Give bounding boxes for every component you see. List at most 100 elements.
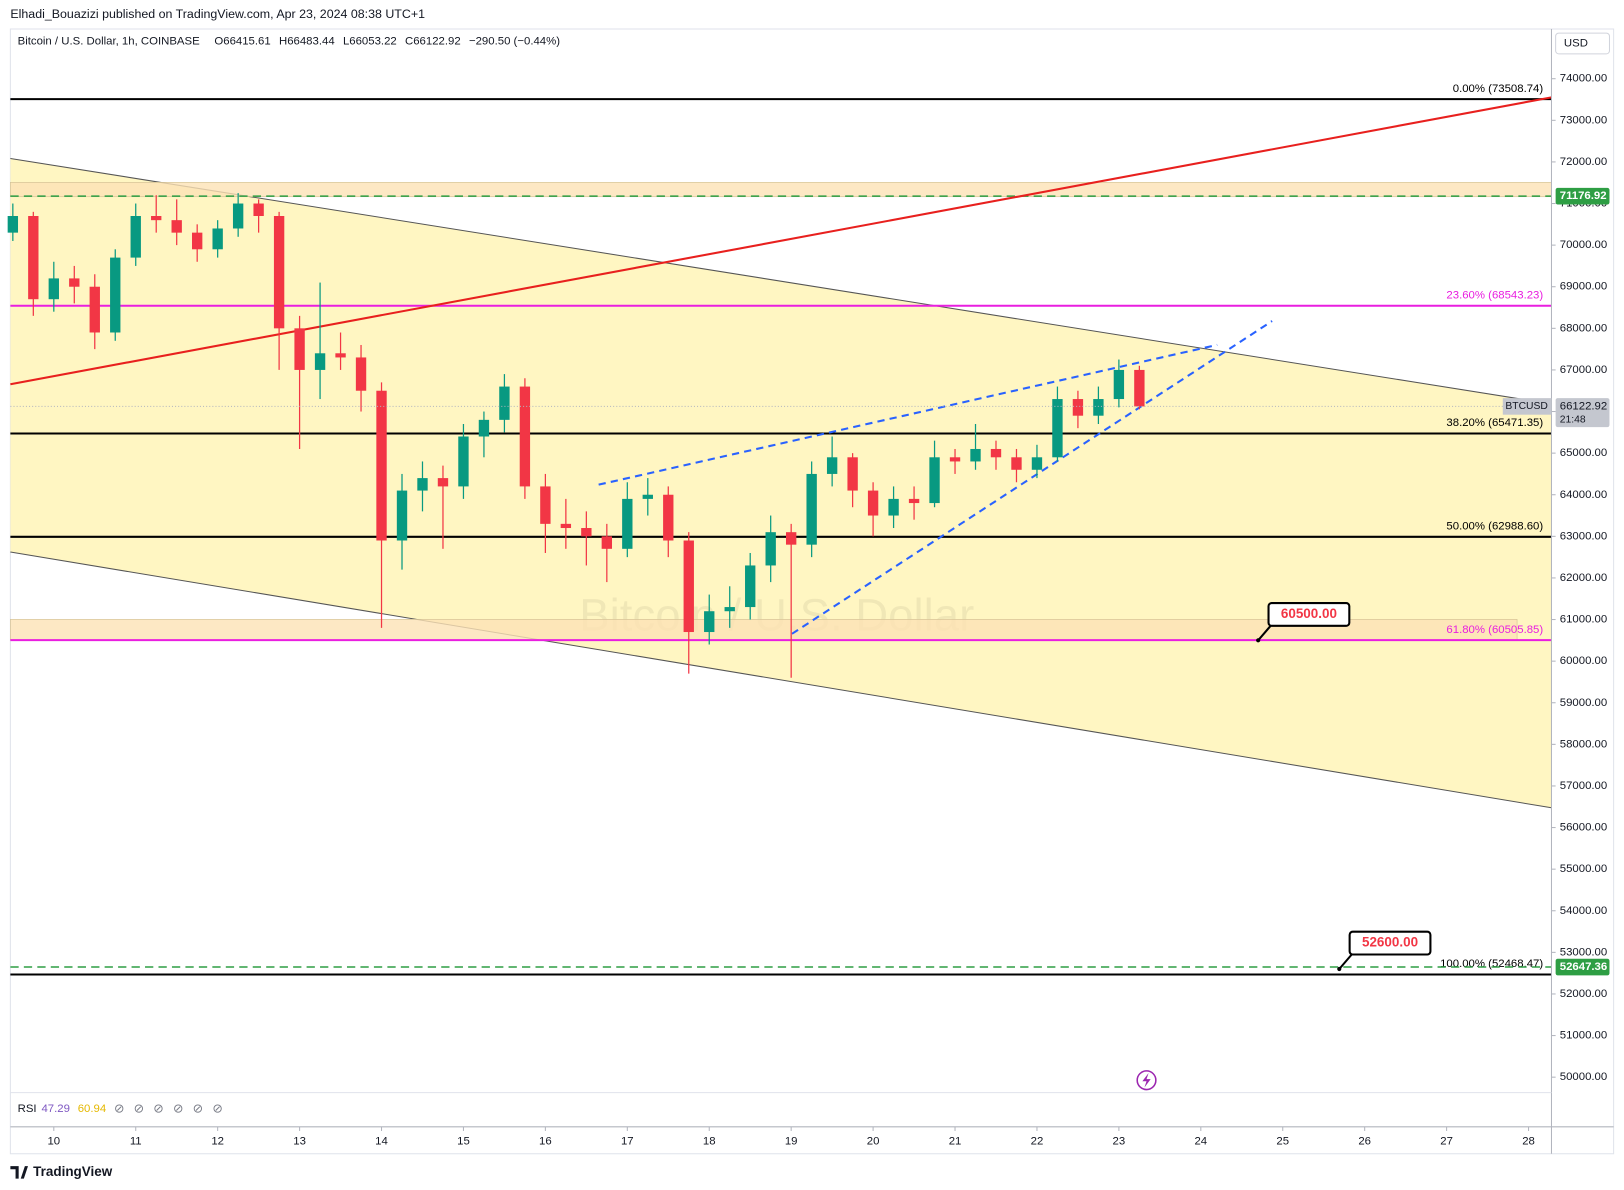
x-tick-label: 25 [1276, 1135, 1289, 1147]
zone [10, 182, 1552, 198]
legend-value: L66053.22 [343, 35, 397, 47]
candle-body [970, 448, 981, 462]
callout-label: 52600.00 [1362, 935, 1418, 950]
rsi-name: RSI [18, 1103, 37, 1115]
candle-body [642, 494, 653, 499]
price-badge [1555, 958, 1610, 976]
svg-text:⊘: ⊘ [134, 1101, 144, 1115]
callout-anchor [1337, 966, 1342, 972]
candle-body [724, 607, 735, 612]
fib-label: 50.00% (62988.60) [1446, 520, 1543, 532]
svg-text:⊘: ⊘ [173, 1101, 183, 1115]
rsi-icons: ⊘ ⊘ ⊘ ⊘ ⊘ ⊘ [114, 1101, 223, 1115]
candle-body [355, 357, 367, 391]
candle-body [704, 611, 715, 633]
candle-body [1031, 457, 1043, 470]
fib-label: 100.00% (52468.47) [1440, 958, 1543, 970]
candle-body [847, 457, 858, 491]
x-tick-label: 12 [211, 1135, 224, 1147]
x-tick-label: 18 [703, 1135, 716, 1147]
x-tick-label: 27 [1440, 1135, 1453, 1147]
legend-title: Bitcoin / U.S. Dollar, 1h, COINBASE [18, 35, 200, 47]
candle-body [1052, 399, 1063, 458]
y-tick-label: 62000.00 [1560, 572, 1607, 584]
x-tick-label: 14 [375, 1135, 388, 1147]
currency-box[interactable] [1555, 32, 1610, 55]
candle-body [581, 528, 592, 537]
legend-value: C66122.92 [405, 35, 461, 47]
candle-body [867, 490, 879, 516]
last-price-badge [1555, 398, 1610, 428]
x-tick-label: 19 [785, 1135, 798, 1147]
candle-body [1011, 457, 1022, 470]
y-tick-label: 54000.00 [1560, 905, 1607, 917]
legend-value: −290.50 (−0.44%) [469, 35, 560, 47]
candle-body [171, 220, 182, 233]
legend-value: O66415.61 [214, 35, 270, 47]
trend-line [10, 96, 1552, 386]
fib-label: 38.20% (65471.35) [1446, 417, 1543, 429]
x-tick-label: 28 [1522, 1135, 1535, 1147]
x-tick-label: 13 [293, 1135, 306, 1147]
channel-fill [10, 158, 1552, 808]
candle-body [683, 540, 694, 633]
frame [9, 28, 1615, 1155]
candle-body [335, 353, 346, 358]
y-tick-label: 51000.00 [1560, 1030, 1607, 1042]
y-tick-label: 57000.00 [1560, 780, 1607, 792]
candle-body [232, 203, 244, 229]
candle-body [7, 216, 19, 233]
candle-body [1093, 399, 1104, 416]
rsi-value: 47.29 [41, 1103, 69, 1115]
y-tick-label: 67000.00 [1560, 364, 1607, 376]
footer-brand: TradingView [33, 1164, 113, 1179]
y-tick-label: 56000.00 [1560, 822, 1607, 834]
trend-line [598, 343, 1218, 486]
fib-label: 61.80% (60505.85) [1446, 624, 1543, 636]
candle-body [990, 448, 1002, 458]
x-tick-label: 10 [47, 1135, 60, 1147]
candle-body [601, 536, 613, 549]
candle-body [28, 216, 39, 300]
alert-icon[interactable] [1136, 1070, 1157, 1091]
candle-body [826, 457, 838, 474]
tradingview-logo [10, 1166, 28, 1179]
candle-body [663, 494, 674, 541]
candle-body [253, 203, 264, 217]
y-tick-label: 70000.00 [1560, 239, 1607, 251]
candle-body [499, 386, 510, 420]
trend-line [791, 320, 1273, 635]
y-tick-label: 53000.00 [1560, 946, 1607, 958]
y-tick-label: 73000.00 [1560, 114, 1607, 126]
svg-text:⊘: ⊘ [212, 1101, 222, 1115]
x-tick-label: 16 [539, 1135, 552, 1147]
x-tick-label: 20 [867, 1135, 880, 1147]
y-tick-label: 58000.00 [1560, 738, 1607, 750]
candle-body [540, 486, 551, 524]
candle-body [806, 473, 817, 545]
last-price-label: 66122.92 [1560, 400, 1607, 412]
y-tick-label: 68000.00 [1560, 322, 1607, 334]
candle-body [929, 457, 940, 504]
fib-label: 0.00% (73508.74) [1453, 83, 1544, 95]
candle-body [130, 216, 141, 258]
callout-box [1267, 602, 1351, 627]
candle-body [1072, 399, 1084, 416]
price-badge-label: 52647.36 [1560, 961, 1607, 973]
candle-body [1113, 369, 1125, 400]
currency-label[interactable]: USD [1564, 38, 1588, 50]
y-tick-label: 60000.00 [1560, 655, 1607, 667]
x-tick-label: 24 [1194, 1135, 1207, 1147]
countdown-label: 21:48 [1560, 415, 1586, 426]
candle-body [294, 328, 305, 370]
rsi-value: 60.94 [78, 1103, 106, 1115]
channel-edge [10, 551, 1552, 809]
x-tick-label: 23 [1113, 1135, 1126, 1147]
x-tick-label: 17 [621, 1135, 634, 1147]
price-badge-label: 71176.92 [1560, 190, 1607, 202]
x-tick-label: 22 [1031, 1135, 1044, 1147]
y-tick-label: 69000.00 [1560, 281, 1607, 293]
y-tick-label: 65000.00 [1560, 447, 1607, 459]
y-tick-label: 74000.00 [1560, 73, 1607, 85]
